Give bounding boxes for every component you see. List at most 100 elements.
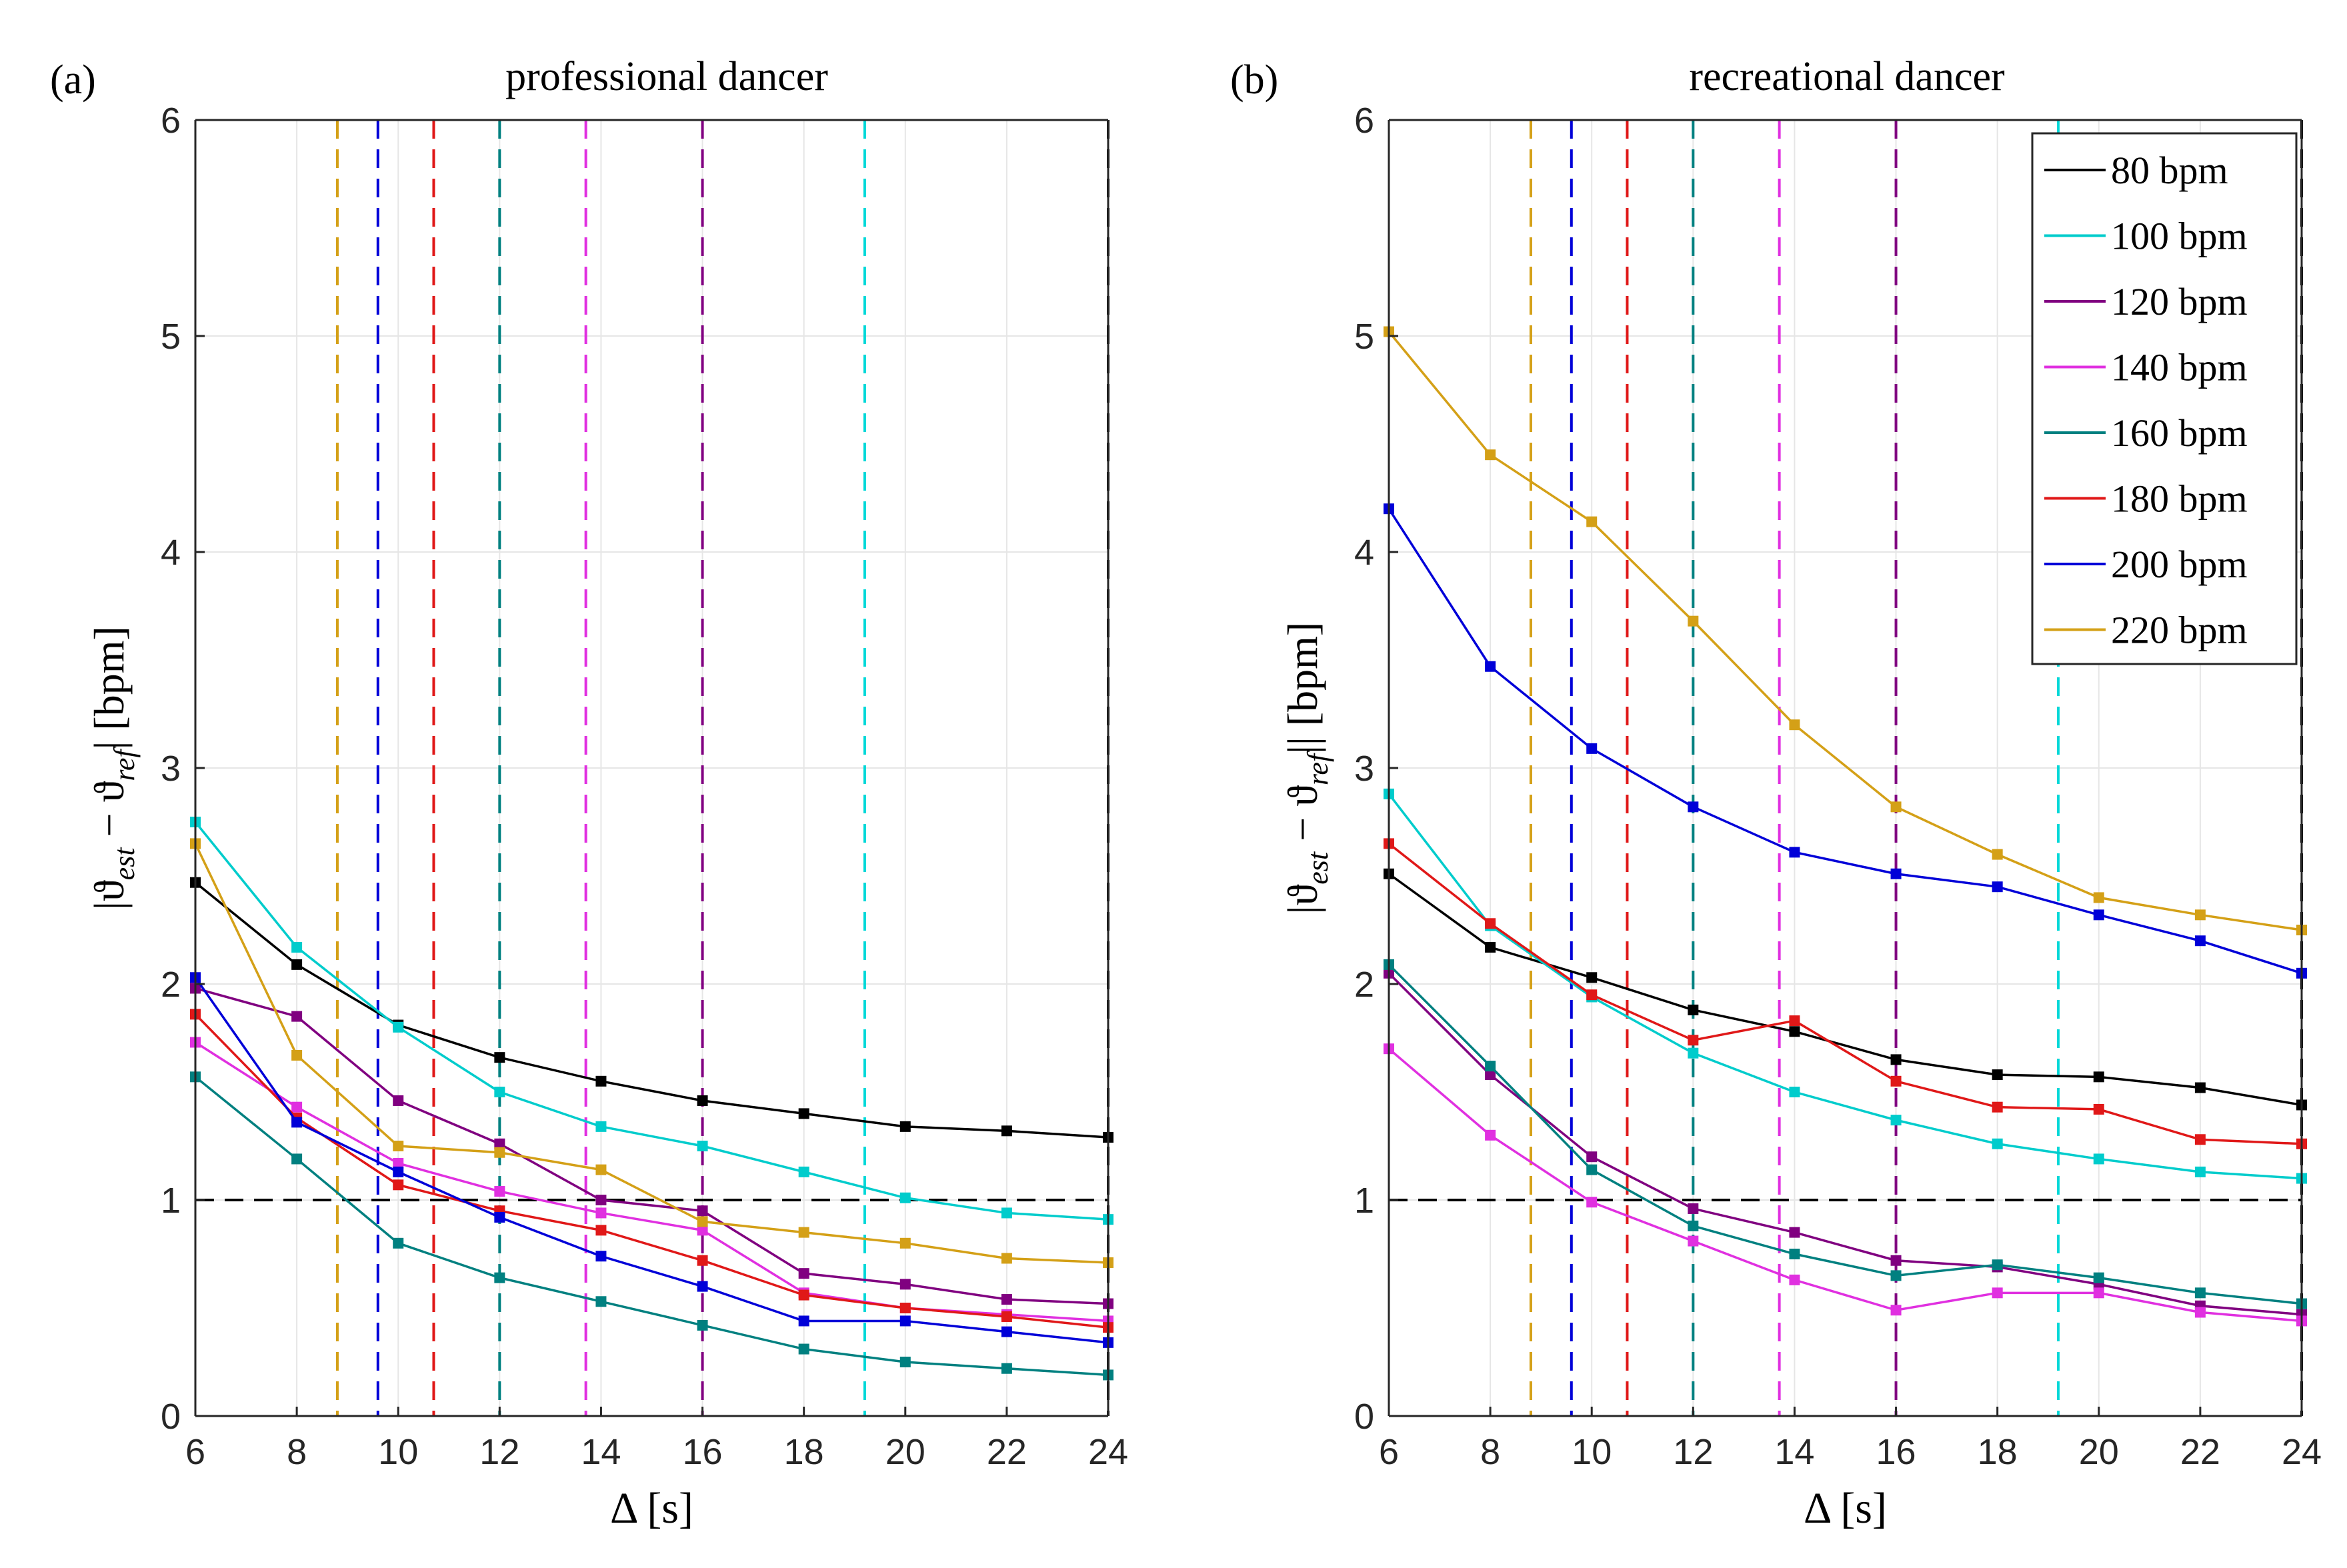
data-point xyxy=(697,1205,708,1217)
y-axis-label: |ϑest − ϑref| [bpm] xyxy=(85,626,141,910)
data-point xyxy=(595,1251,607,1262)
data-point xyxy=(1688,1004,1699,1015)
data-point xyxy=(798,1289,809,1301)
y-axis-label-part: ref xyxy=(108,746,141,781)
series-line-120-bpm xyxy=(195,987,1109,1305)
x-tick-label: 20 xyxy=(2079,1432,2119,1472)
data-point xyxy=(1586,1164,1598,1175)
data-point xyxy=(1789,1249,1800,1259)
data-point xyxy=(697,1255,708,1266)
data-point xyxy=(1992,1069,2003,1081)
y-tick-label: 5 xyxy=(161,317,181,357)
data-point xyxy=(798,1108,809,1119)
data-point xyxy=(1890,1115,1902,1126)
x-tick-label: 18 xyxy=(784,1432,824,1472)
y-axis-label-part: − ϑ xyxy=(1279,785,1326,852)
x-tick-label: 12 xyxy=(479,1432,519,1472)
y-axis-label: |ϑest − ϑref|| [bpm] xyxy=(1279,622,1334,914)
legend-entry: 160 bpm xyxy=(2111,411,2248,455)
x-tick-label: 24 xyxy=(1088,1432,1128,1472)
legend-box xyxy=(2031,132,2298,665)
panel-tag: (b) xyxy=(1230,57,1278,103)
data-point xyxy=(899,1279,911,1290)
y-tick-label: 4 xyxy=(1354,533,1374,573)
data-point xyxy=(494,1052,505,1063)
panel-tag: (a) xyxy=(50,57,96,103)
x-tick-label: 24 xyxy=(2282,1432,2322,1472)
y-axis-label-part: est xyxy=(108,847,141,881)
data-point xyxy=(1789,1087,1800,1097)
y-tick-label: 4 xyxy=(161,533,181,573)
x-tick-label: 22 xyxy=(2180,1432,2220,1472)
x-tick-label: 16 xyxy=(683,1432,723,1472)
data-point xyxy=(697,1319,708,1331)
series-line-80-bpm xyxy=(194,881,1109,1139)
data-point xyxy=(1688,615,1699,627)
y-tick-label: 1 xyxy=(161,1181,181,1221)
data-point xyxy=(2093,1103,2104,1115)
data-point xyxy=(1688,1220,1699,1231)
legend-entry: 80 bpm xyxy=(2111,149,2228,192)
data-point xyxy=(1789,1274,1800,1285)
data-point xyxy=(393,1095,404,1106)
data-point xyxy=(2194,1307,2206,1318)
data-point xyxy=(1789,719,1800,731)
x-axis-label: Δ [s] xyxy=(610,1484,693,1533)
data-point xyxy=(798,1343,809,1355)
data-point xyxy=(595,1195,607,1205)
data-point xyxy=(1992,1259,2003,1271)
data-point xyxy=(494,1138,505,1149)
data-point xyxy=(1992,849,2003,860)
data-point xyxy=(393,1179,404,1191)
data-point xyxy=(697,1216,708,1227)
data-point xyxy=(1688,1047,1699,1059)
data-point xyxy=(1789,847,1800,858)
legend: 80 bpm 100 bpm 120 bpm 140 bpm 160 bpm 180 bp… xyxy=(2031,132,2298,665)
legend-entry: 180 bpm xyxy=(2111,477,2248,521)
data-point xyxy=(1485,1129,1496,1141)
data-point xyxy=(1789,1026,1800,1037)
series-line-100-bpm xyxy=(194,821,1109,1221)
data-point xyxy=(1890,868,1902,879)
legend-entry: 200 bpm xyxy=(2111,543,2248,586)
y-tick-label: 3 xyxy=(1354,749,1374,789)
data-point xyxy=(494,1211,505,1223)
data-point xyxy=(291,1101,303,1113)
data-point xyxy=(1890,1255,1902,1266)
data-point xyxy=(2093,909,2104,921)
data-point xyxy=(1586,516,1598,527)
data-point xyxy=(697,1095,708,1106)
series-line-180-bpm xyxy=(194,1013,1109,1329)
data-point xyxy=(1485,918,1496,929)
x-tick-label: 8 xyxy=(287,1432,307,1472)
x-tick-label: 10 xyxy=(378,1432,418,1472)
y-axis-label-part: | [bpm] xyxy=(85,626,133,749)
data-point xyxy=(494,1087,505,1097)
data-point xyxy=(291,941,303,953)
data-point xyxy=(1992,881,2003,893)
data-point xyxy=(1890,1305,1902,1316)
data-point xyxy=(1001,1311,1012,1322)
data-point xyxy=(1001,1326,1012,1337)
data-point xyxy=(494,1147,505,1158)
data-point xyxy=(595,1075,607,1087)
series-line-100-bpm xyxy=(1388,793,2302,1180)
series-line-200-bpm xyxy=(1388,508,2302,975)
data-point xyxy=(899,1237,911,1249)
data-point xyxy=(1485,941,1496,953)
series-line-220-bpm xyxy=(194,843,1109,1264)
y-axis-label-part: |ϑ xyxy=(1279,884,1326,914)
x-tick-label: 6 xyxy=(1379,1432,1399,1472)
data-point xyxy=(1688,1035,1699,1046)
data-point xyxy=(1485,1069,1496,1081)
data-point xyxy=(393,1021,404,1033)
series-line-160-bpm xyxy=(194,1075,1109,1377)
data-point xyxy=(2194,1287,2206,1299)
x-tick-label: 14 xyxy=(581,1432,621,1472)
series-line-220-bpm xyxy=(1388,331,2302,931)
data-point xyxy=(595,1296,607,1307)
data-point xyxy=(1789,1015,1800,1027)
